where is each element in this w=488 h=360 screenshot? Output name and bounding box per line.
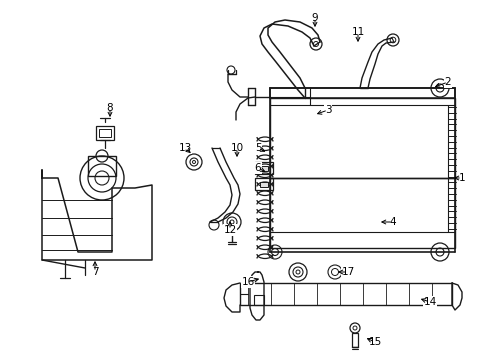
Text: 4: 4 (389, 217, 395, 227)
Bar (88, 156, 116, 176)
Text: 11: 11 (351, 27, 364, 37)
Bar (99, 129, 111, 137)
Bar (260, 182, 267, 187)
Bar (260, 166, 267, 171)
Text: 1: 1 (458, 173, 465, 183)
Text: 3: 3 (324, 105, 331, 115)
Bar (269, 98, 454, 178)
Text: 12: 12 (223, 225, 236, 235)
Text: 5: 5 (254, 143, 261, 153)
Bar (253, 295, 264, 305)
Bar (254, 178, 272, 190)
Text: 8: 8 (106, 103, 113, 113)
Bar (254, 162, 272, 174)
Bar (269, 178, 454, 248)
Text: 2: 2 (444, 77, 450, 87)
Text: 7: 7 (92, 267, 98, 277)
Bar (269, 88, 454, 98)
Text: 15: 15 (367, 337, 381, 347)
Text: 14: 14 (423, 297, 436, 307)
Text: 13: 13 (178, 143, 191, 153)
Bar (96, 126, 114, 140)
Bar (240, 283, 451, 305)
Text: 10: 10 (230, 143, 243, 153)
Text: 17: 17 (341, 267, 354, 277)
Text: 9: 9 (311, 13, 318, 23)
Bar (351, 333, 357, 347)
Text: 6: 6 (254, 163, 261, 173)
Text: 16: 16 (241, 277, 254, 287)
